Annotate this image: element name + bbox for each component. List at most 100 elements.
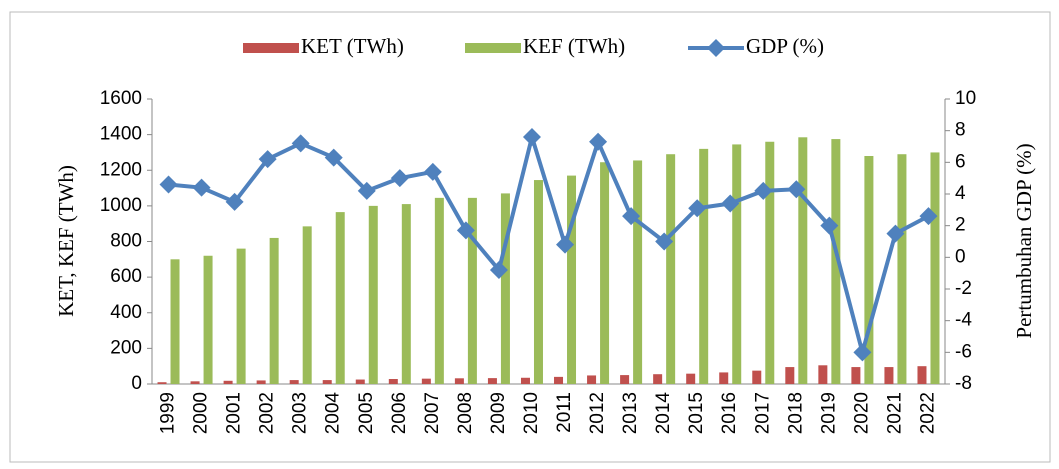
x-tick-label: 2001	[224, 392, 245, 434]
bar	[798, 137, 808, 384]
bar	[818, 365, 828, 384]
bar	[851, 367, 861, 384]
bar	[322, 380, 332, 384]
marker	[489, 261, 508, 279]
bar	[699, 148, 709, 384]
legend-label: KET (TWh)	[301, 34, 404, 58]
bar	[765, 141, 775, 384]
bar	[500, 193, 510, 384]
bar	[686, 373, 696, 384]
bar	[401, 204, 411, 384]
x-tick-label: 2007	[422, 392, 443, 434]
y-tick-label: 400	[110, 302, 142, 323]
bar	[454, 378, 464, 384]
marker	[820, 216, 839, 235]
bar	[203, 255, 213, 384]
bar	[884, 367, 894, 384]
bar	[223, 380, 233, 384]
y2-tick-label: 10	[955, 88, 976, 109]
bar	[487, 378, 497, 384]
x-tick-label: 2020	[851, 392, 872, 434]
x-tick-label: 2006	[389, 392, 410, 434]
x-tick-label: 2019	[818, 392, 839, 434]
bar	[533, 180, 543, 384]
x-tick-label: 2002	[257, 392, 278, 434]
y2-tick-label: -4	[955, 310, 972, 331]
y2-tick-label: -6	[955, 341, 972, 362]
bar	[236, 248, 246, 384]
bar	[633, 160, 643, 384]
x-tick-label: 2004	[323, 392, 344, 435]
x-tick-label: 2012	[587, 392, 608, 434]
y-tick-label: 800	[110, 231, 142, 252]
bar	[620, 375, 630, 384]
bar	[785, 367, 795, 384]
marker	[919, 207, 938, 226]
marker	[886, 224, 905, 243]
x-tick-label: 1999	[158, 392, 179, 434]
bar	[388, 379, 398, 384]
bar	[653, 374, 663, 384]
bar	[897, 154, 907, 384]
y-tick-label: 600	[110, 266, 142, 287]
y-tick-label: 0	[131, 373, 142, 394]
bar	[355, 379, 365, 384]
bar	[831, 139, 841, 384]
x-tick-label: 2008	[455, 392, 476, 434]
y-axis-title: KET, KEF (TWh)	[54, 165, 78, 317]
y2-tick-label: 2	[955, 215, 966, 236]
bar	[864, 156, 874, 384]
bar	[467, 197, 477, 384]
bar	[368, 205, 378, 384]
bar	[917, 366, 927, 384]
x-tick-label: 2017	[752, 392, 773, 434]
chart-frame	[9, 11, 1051, 463]
bar	[157, 382, 167, 384]
bar	[600, 162, 610, 384]
bar	[732, 144, 742, 384]
bar	[554, 376, 564, 384]
marker	[688, 199, 707, 218]
y-tick-label: 1400	[100, 124, 142, 145]
bar	[930, 152, 940, 384]
marker	[291, 134, 310, 153]
bar	[434, 197, 444, 384]
y-tick-label: 200	[110, 337, 142, 358]
marker	[721, 194, 740, 213]
x-tick-label: 2005	[356, 392, 377, 434]
x-tick-label: 2015	[686, 392, 707, 434]
x-tick-label: 2021	[884, 392, 905, 434]
marker	[853, 343, 872, 362]
x-tick-label: 2016	[719, 392, 740, 434]
x-tick-label: 2011	[554, 392, 575, 433]
bar	[289, 380, 299, 384]
bar	[335, 212, 345, 384]
y2-tick-label: 4	[955, 183, 966, 204]
x-tick-label: 2000	[191, 392, 212, 434]
marker	[225, 192, 244, 211]
y2-tick-label: 6	[955, 151, 966, 172]
marker	[787, 180, 806, 199]
x-tick-label: 2014	[653, 392, 674, 435]
marker	[357, 181, 376, 200]
bar	[256, 380, 266, 384]
bar	[269, 237, 279, 384]
x-tick-label: 2003	[290, 392, 311, 434]
bar	[666, 154, 676, 384]
y2-tick-label: -2	[955, 278, 972, 299]
x-tick-label: 2010	[521, 392, 542, 434]
y2-tick-label: 0	[955, 246, 966, 267]
marker	[622, 207, 641, 226]
bar	[567, 175, 577, 384]
marker	[258, 150, 277, 169]
marker	[754, 181, 773, 200]
y-tick-label: 1600	[100, 88, 142, 109]
marker	[655, 232, 674, 251]
bar	[520, 377, 530, 384]
x-tick-label: 2013	[620, 392, 641, 434]
bar	[587, 375, 597, 384]
marker	[324, 148, 343, 167]
y2-axis-title: Pertumbuhan GDP (%)	[1012, 143, 1036, 338]
marker	[456, 221, 475, 240]
